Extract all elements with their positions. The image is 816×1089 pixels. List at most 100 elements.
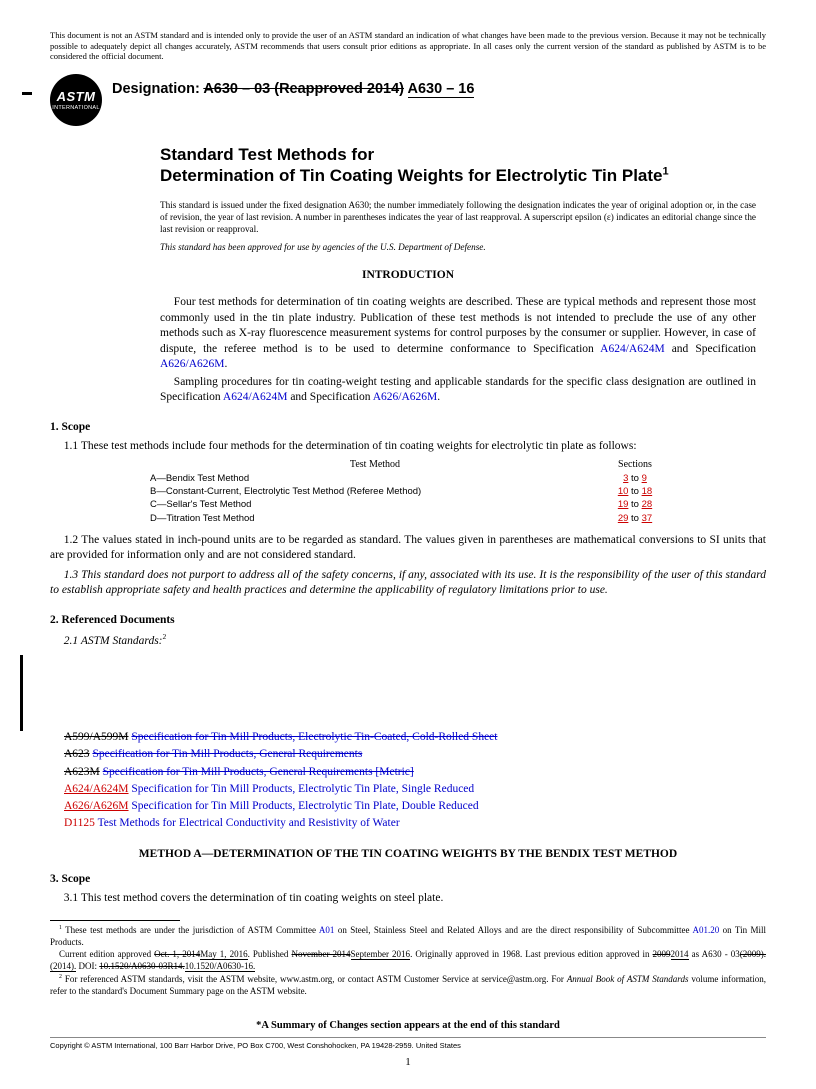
method-name: A—Bendix Test Method: [150, 472, 600, 485]
footnotes: 1 These test methods are under the juris…: [50, 925, 766, 997]
copyright-line: Copyright © ASTM International, 100 Barr…: [50, 1037, 766, 1051]
th-method: Test Method: [150, 458, 600, 472]
ref-item-new: A624/A624M Specification for Tin Mill Pr…: [64, 781, 766, 798]
p-2-1-text: 2.1 ASTM Standards:: [64, 635, 163, 647]
ref-code: A623M: [64, 766, 100, 778]
title-sup: 1: [663, 165, 669, 177]
fn-new: 2014: [671, 949, 689, 960]
summary-note: *A Summary of Changes section appears at…: [50, 1019, 766, 1033]
p-1-1: 1.1 These test methods include four meth…: [50, 439, 766, 455]
astm-logo-icon: ASTM INTERNATIONAL: [50, 74, 102, 126]
title-block: Standard Test Methods for Determination …: [160, 144, 766, 187]
link-a626-2[interactable]: A626/A626M: [373, 391, 438, 403]
designation-label: Designation:: [112, 81, 200, 97]
section-3-body: 3.1 This test method covers the determin…: [50, 891, 766, 907]
link-a0120[interactable]: A01.20: [692, 925, 719, 935]
link-a626-1[interactable]: A626/A626M: [160, 358, 225, 370]
to-word: to: [628, 513, 641, 524]
ref-link[interactable]: Specification for Tin Mill Products, Gen…: [92, 748, 362, 760]
fn-del: Oct. 1, 2014: [154, 949, 200, 959]
method-table-header: Test Method Sections: [150, 458, 670, 472]
fn1b: on Steel, Stainless Steel and Related Al…: [334, 925, 692, 935]
to-word: to: [628, 499, 641, 510]
p-1-3: 1.3 This standard does not purport to ad…: [50, 568, 766, 599]
link-a624-2[interactable]: A624/A624M: [223, 391, 288, 403]
header-row: ASTM INTERNATIONAL Designation: A630 – 0…: [50, 74, 766, 126]
section-2-body: 2.1 ASTM Standards:2 A599/A599M Specific…: [50, 632, 766, 833]
ref-link[interactable]: Specification for Tin Mill Products, Gen…: [103, 766, 414, 778]
th-sections: Sections: [600, 458, 670, 472]
fn1db: . Published: [248, 949, 292, 959]
section-3: 3. Scope 3.1 This test method covers the…: [50, 872, 766, 906]
footnote-2: 2 For referenced ASTM standards, visit t…: [50, 974, 766, 997]
intro-body: Four test methods for determination of t…: [160, 295, 756, 406]
p-3-1: 3.1 This test method covers the determin…: [50, 891, 766, 907]
method-table: Test Method Sections A—Bendix Test Metho…: [150, 458, 670, 525]
fn-new: (2014).: [50, 961, 76, 972]
change-bar-icon: [22, 92, 32, 95]
ref-item-del: A623 Specification for Tin Mill Products…: [64, 746, 766, 763]
ref-link[interactable]: Test Methods for Electrical Conductivity…: [98, 817, 400, 829]
method-name: B—Constant-Current, Electrolytic Test Me…: [150, 485, 600, 498]
intro-p1b: and Specification: [665, 343, 756, 355]
ref-code: A599/A599M: [64, 731, 129, 743]
table-row: A—Bendix Test Method 3 to 9: [150, 472, 670, 485]
footnote-rule: [50, 920, 180, 921]
title-line2-text: Determination of Tin Coating Weights for…: [160, 166, 663, 185]
ref-code-link[interactable]: A624/A624M: [64, 783, 129, 795]
sec-link[interactable]: 28: [642, 499, 653, 510]
footnote-1: 1 These test methods are under the juris…: [50, 925, 766, 948]
ref-link[interactable]: Specification for Tin Mill Products, Ele…: [131, 783, 474, 795]
ref-code-link[interactable]: A626/A626M: [64, 800, 129, 812]
disclaimer-text: This document is not an ASTM standard an…: [50, 30, 766, 62]
fn1a: These test methods are under the jurisdi…: [62, 925, 319, 935]
ref-item-del: A623M Specification for Tin Mill Product…: [64, 764, 766, 781]
intro-heading: INTRODUCTION: [50, 268, 766, 283]
sec-link[interactable]: 37: [642, 513, 653, 524]
to-word: to: [628, 473, 641, 484]
table-row: B—Constant-Current, Electrolytic Test Me…: [150, 485, 670, 498]
fn-new: May 1, 2016: [200, 949, 247, 960]
designation-old: A630 – 03 (Reapproved 2014): [203, 81, 404, 97]
sec-link[interactable]: 18: [642, 486, 653, 497]
footnote-1b: Current edition approved Oct. 1, 2014May…: [50, 949, 766, 972]
ref-code: A623: [64, 748, 90, 760]
title-line2: Determination of Tin Coating Weights for…: [160, 165, 766, 186]
method-range: 3 to 9: [600, 472, 670, 485]
intro-p2c: .: [437, 391, 440, 403]
section-2-head: 2. Referenced Documents: [50, 613, 766, 628]
fn-new: September 2016: [351, 949, 411, 960]
ref-code-link[interactable]: D1125: [64, 817, 95, 829]
dod-note: This standard has been approved for use …: [160, 242, 766, 254]
table-row: D—Titration Test Method 29 to 37: [150, 512, 670, 525]
fn-del: November 2014: [291, 949, 350, 959]
sec-link[interactable]: 29: [618, 513, 629, 524]
sec-link[interactable]: 9: [642, 473, 647, 484]
method-range: 29 to 37: [600, 512, 670, 525]
fn1dc: . Originally approved in 1968. Last prev…: [410, 949, 652, 959]
method-a-head: METHOD A—DETERMINATION OF THE TIN COATIN…: [50, 847, 766, 862]
ref-item-new: A626/A626M Specification for Tin Mill Pr…: [64, 798, 766, 815]
page-number: 1: [50, 1055, 766, 1069]
section-3-head: 3. Scope: [50, 872, 766, 887]
fn2-sup: 2: [163, 632, 167, 641]
fn-del: 10.1520/A0630-03R14.: [99, 961, 185, 971]
page-root: This document is not an ASTM standard an…: [0, 0, 816, 1089]
section-2: 2. Referenced Documents 2.1 ASTM Standar…: [50, 613, 766, 833]
fn1de: DOI:: [76, 961, 99, 971]
to-word: to: [628, 486, 641, 497]
sec-link[interactable]: 10: [618, 486, 629, 497]
change-bar-icon: [20, 655, 23, 731]
method-name: C—Sellar's Test Method: [150, 498, 600, 511]
p-1-2: 1.2 The values stated in inch-pound unit…: [50, 533, 766, 564]
ref-link[interactable]: Specification for Tin Mill Products, Ele…: [131, 731, 497, 743]
designation-new: A630 – 16: [408, 81, 475, 98]
ref-link[interactable]: Specification for Tin Mill Products, Ele…: [131, 800, 478, 812]
sec-link[interactable]: 19: [618, 499, 629, 510]
fn-del: 2009: [653, 949, 671, 959]
link-a624-1[interactable]: A624/A624M: [600, 343, 665, 355]
ref-item-del: A599/A599M Specification for Tin Mill Pr…: [64, 729, 766, 746]
method-range: 10 to 18: [600, 485, 670, 498]
link-a01[interactable]: A01: [319, 925, 335, 935]
intro-p2: Sampling procedures for tin coating-weig…: [160, 375, 756, 406]
